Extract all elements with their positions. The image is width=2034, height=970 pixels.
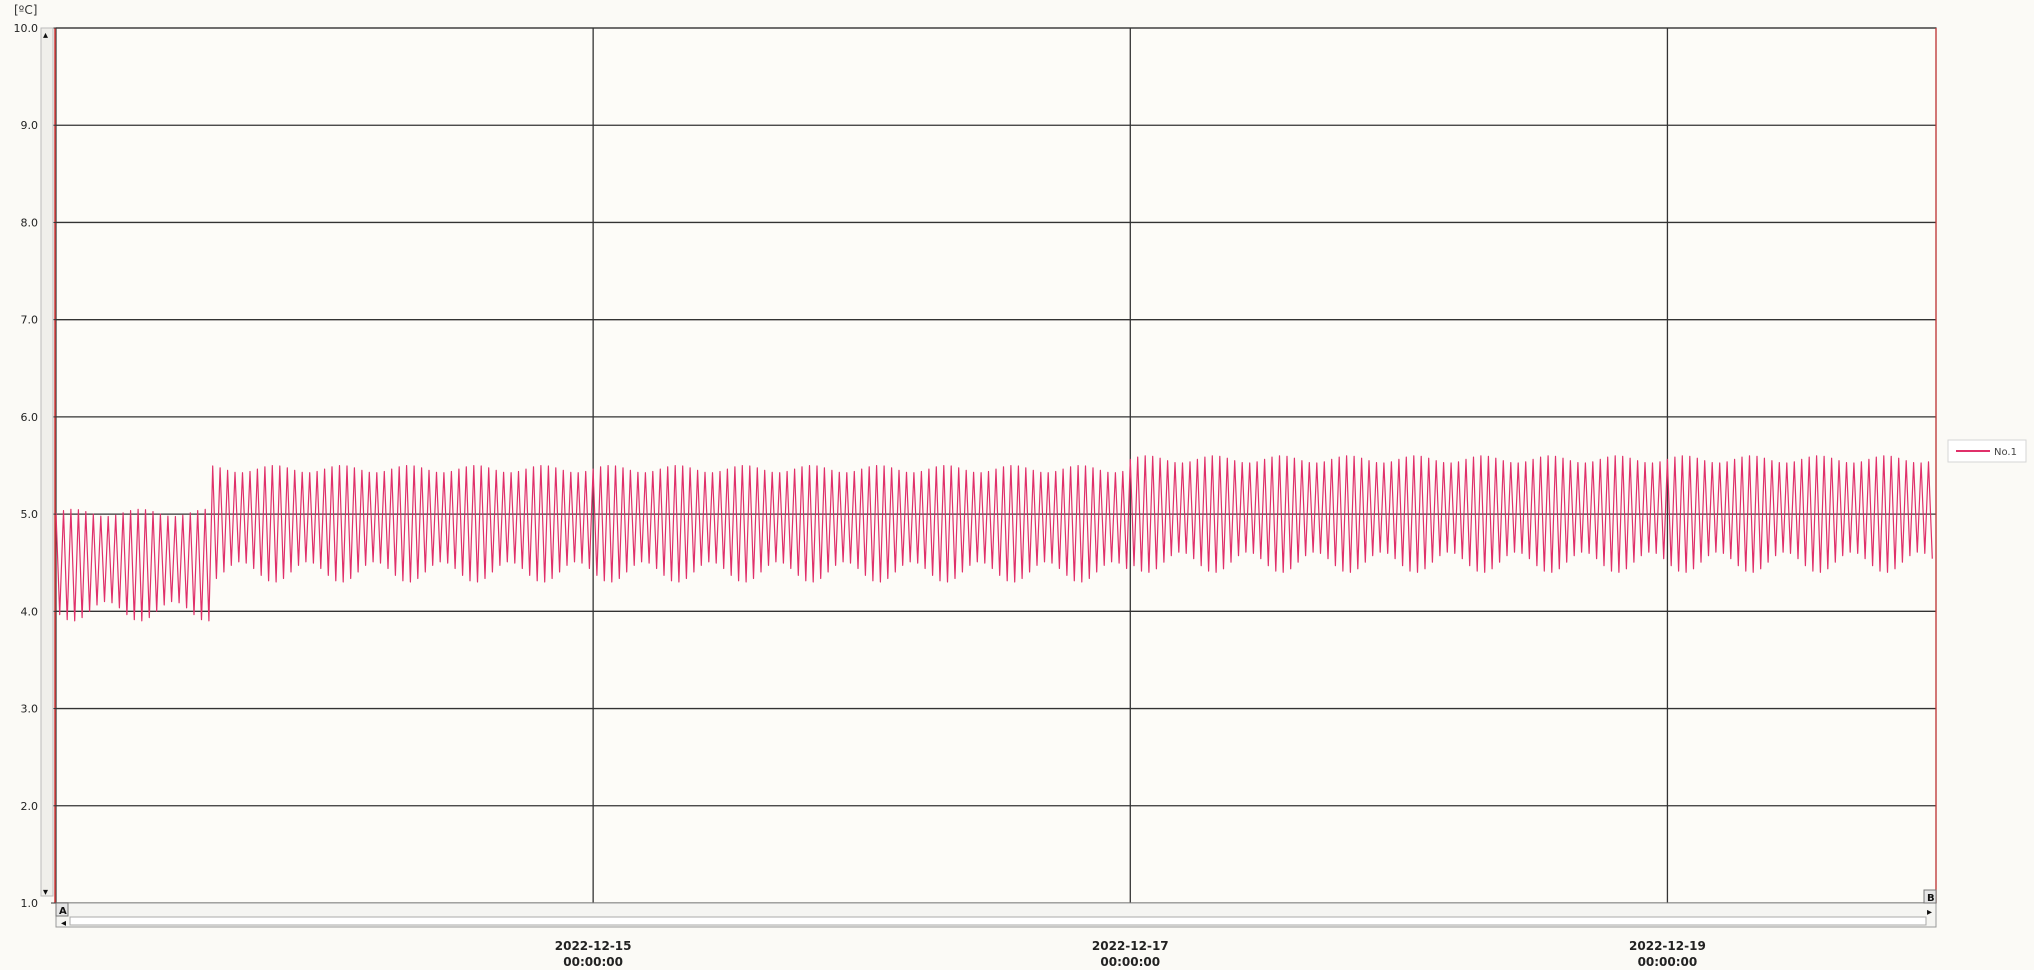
- series-line-1: [55, 455, 1933, 622]
- y-tick-label: 7.0: [21, 314, 39, 327]
- vertical-scrollbar[interactable]: ▴ ▾: [40, 27, 54, 898]
- legend-series-name: No.1: [1994, 447, 2017, 458]
- plot-area: [55, 27, 1937, 904]
- scroll-right-arrow[interactable]: ▸: [1927, 907, 1932, 918]
- x-tick-time-label: 00:00:00: [563, 955, 623, 969]
- x-tick-date-label: 2022-12-19: [1629, 939, 1706, 953]
- x-tick-date-label: 2022-12-15: [555, 939, 632, 953]
- marker-a-label[interactable]: A: [59, 906, 67, 917]
- scroll-down-arrow[interactable]: ▾: [43, 887, 48, 898]
- y-tick-label: 2.0: [21, 800, 39, 813]
- y-tick-label: 1.0: [21, 897, 39, 910]
- scroll-left-arrow[interactable]: ◂: [61, 918, 66, 929]
- x-tick-time-label: 00:00:00: [1638, 955, 1698, 969]
- x-tick-date-label: 2022-12-17: [1092, 939, 1169, 953]
- axis-layer: 10.0 9.0 8.0 7.0 6.0 5.0 4.0 3.0 2.0 1.0 2022-12-1…: [14, 22, 1706, 969]
- scroll-up-arrow[interactable]: ▴: [43, 30, 48, 41]
- horizontal-scrollbar[interactable]: A B ◂ ▸: [55, 889, 1937, 929]
- y-tick-label: 10.0: [14, 22, 39, 35]
- y-tick-label: 9.0: [21, 119, 39, 132]
- marker-b-label[interactable]: B: [1927, 893, 1935, 904]
- series-layer: [54, 28, 1937, 903]
- x-tick-time-label: 00:00:00: [1100, 955, 1160, 969]
- marker-a-box[interactable]: [55, 902, 69, 917]
- y-tick-label: 5.0: [21, 508, 39, 521]
- marker-b-box[interactable]: [1923, 889, 1937, 904]
- grid-layer: [55, 27, 1937, 904]
- y-tick-label: 8.0: [21, 216, 39, 229]
- y-tick-label: 3.0: [21, 703, 39, 716]
- legend: No.1: [1947, 439, 2027, 463]
- y-axis-unit-label: [ºC]: [14, 3, 37, 17]
- y-tick-label: 4.0: [21, 605, 39, 618]
- y-tick-label: 6.0: [21, 411, 39, 424]
